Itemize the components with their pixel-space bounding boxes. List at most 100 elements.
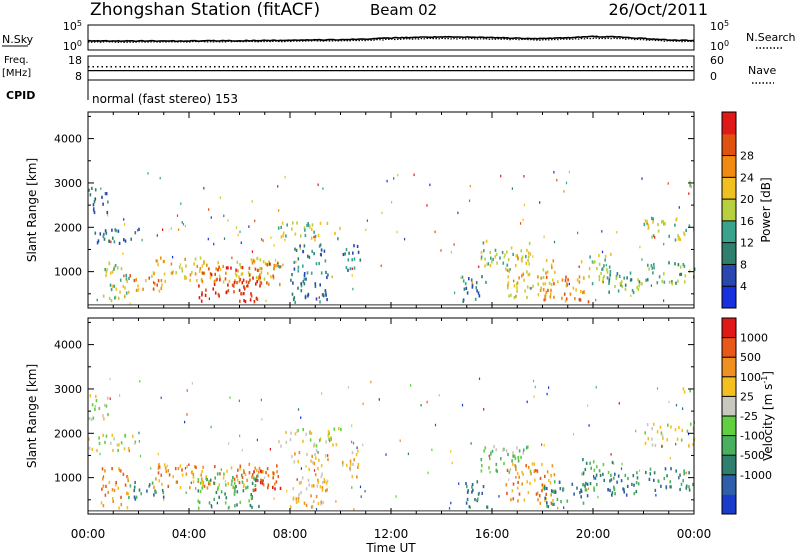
velocity-echo-cell [546, 392, 548, 396]
power-echo-cell [550, 282, 553, 287]
power-echo-cell [267, 262, 270, 266]
power-echo-cell [257, 268, 260, 273]
power-echo-cell [103, 237, 106, 241]
power-echo-cell [320, 271, 323, 275]
velocity-echo-cell [195, 487, 197, 490]
velocity-echo-cell [234, 489, 236, 493]
power-echo-cell [583, 276, 585, 280]
velocity-echo-cell [546, 504, 548, 508]
power-echo-cell [580, 289, 582, 293]
velocity-echo-cell [651, 443, 654, 447]
velocity-echo-cell [653, 478, 655, 482]
velocity-echo-cell [120, 441, 123, 445]
power-echo-cell [345, 248, 348, 252]
power-echo-cell [88, 188, 90, 192]
power-echo-cell [645, 278, 647, 282]
velocity-echo-cell [687, 432, 690, 436]
velocity-echo-cell [117, 448, 119, 453]
velocity-echo-cell [214, 465, 216, 469]
velocity-echo-cell [506, 491, 508, 495]
velocity-echo-cell [273, 482, 276, 486]
power-echo-cell [292, 281, 294, 285]
power-echo-cell [356, 244, 359, 248]
noise-series-nsearch [87, 37, 695, 44]
velocity-echo-cell [241, 475, 244, 479]
velocity-echo-cell [579, 491, 581, 495]
velocity-echo-cell [617, 474, 620, 478]
velocity-echo-cell [472, 488, 474, 492]
velocity-echo-cell [572, 432, 575, 436]
velocity-echo-cell [113, 437, 115, 441]
velocity-echo-cell [549, 481, 552, 485]
freq-left-tick: 8 [75, 70, 82, 83]
velocity-echo-cell [521, 470, 523, 475]
velocity-echo-cell [689, 389, 691, 393]
power-echo-cell [307, 254, 309, 258]
power-echo-cell [578, 265, 580, 268]
power-echo-cell [93, 210, 96, 214]
velocity-echo-cell [309, 430, 311, 434]
velocity-echo-cell [317, 478, 319, 482]
power-colorbar-swatch [722, 286, 736, 309]
velocity-echo-cell [243, 483, 245, 487]
power-echo-cell [604, 254, 607, 258]
velocity-echo-cell [315, 495, 318, 499]
velocity-echo-cell [596, 482, 598, 487]
velocity-echo-cell [276, 464, 278, 468]
velocity-echo-cell [112, 499, 114, 503]
velocity-echo-cell [399, 439, 401, 442]
velocity-echo-cell [253, 477, 256, 481]
velocity-echo-cell [531, 462, 534, 466]
power-echo-cell [196, 264, 199, 268]
power-echo-cell [337, 237, 339, 241]
velocity-echo-cell [222, 476, 225, 480]
power-echo-cell [318, 244, 321, 248]
power-echo-cell [306, 223, 308, 227]
velocity-echo-cell [534, 385, 536, 389]
velocity-echo-cell [199, 489, 202, 494]
power-echo-cell [668, 234, 670, 238]
velocity-echo-cell [550, 493, 552, 497]
power-echo-cell [601, 230, 603, 233]
time-axis-label: Time UT [365, 541, 416, 554]
power-echo-cell [605, 263, 607, 267]
beam-label: Beam 02 [370, 1, 437, 19]
velocity-echo-cell [543, 444, 545, 447]
power-echo-cell [207, 237, 209, 241]
power-echo-cell [171, 271, 173, 275]
power-echo-cell [662, 219, 664, 224]
power-echo-cell [689, 180, 691, 184]
velocity-echo-cell [251, 505, 253, 509]
velocity-echo-cell [353, 508, 355, 511]
velocity-echo-cell [88, 416, 91, 421]
velocity-echo-cell [546, 470, 549, 474]
power-echo-cell [179, 263, 182, 266]
power-panel-bg [88, 112, 694, 308]
velocity-echo-cell [251, 481, 254, 485]
power-echo-cell [225, 291, 228, 295]
power-echo-cell [591, 282, 594, 286]
velocity-echo-cell [102, 475, 105, 478]
velocity-echo-cell [124, 434, 127, 438]
velocity-echo-cell [311, 484, 313, 488]
power-echo-cell [545, 271, 547, 275]
velocity-echo-cell [525, 464, 527, 468]
velocity-echo-cell [126, 491, 128, 495]
power-echo-cell [303, 273, 306, 278]
power-echo-cell [209, 272, 212, 276]
power-echo-cell [688, 192, 690, 195]
power-echo-cell [526, 270, 528, 274]
velocity-echo-cell [117, 486, 119, 490]
power-echo-cell [243, 285, 245, 289]
power-echo-cell [583, 291, 586, 295]
power-echo-cell [302, 250, 304, 254]
power-echo-cell [617, 289, 620, 293]
velocity-colorbar-swatch [722, 396, 736, 417]
velocity-echo-cell [534, 469, 537, 473]
tick-base: 10 [63, 40, 77, 53]
velocity-echo-cell [503, 461, 505, 466]
power-echo-cell [481, 275, 483, 279]
velocity-echo-cell [458, 482, 460, 485]
power-echo-cell [564, 279, 567, 283]
power-echo-cell [158, 289, 161, 293]
